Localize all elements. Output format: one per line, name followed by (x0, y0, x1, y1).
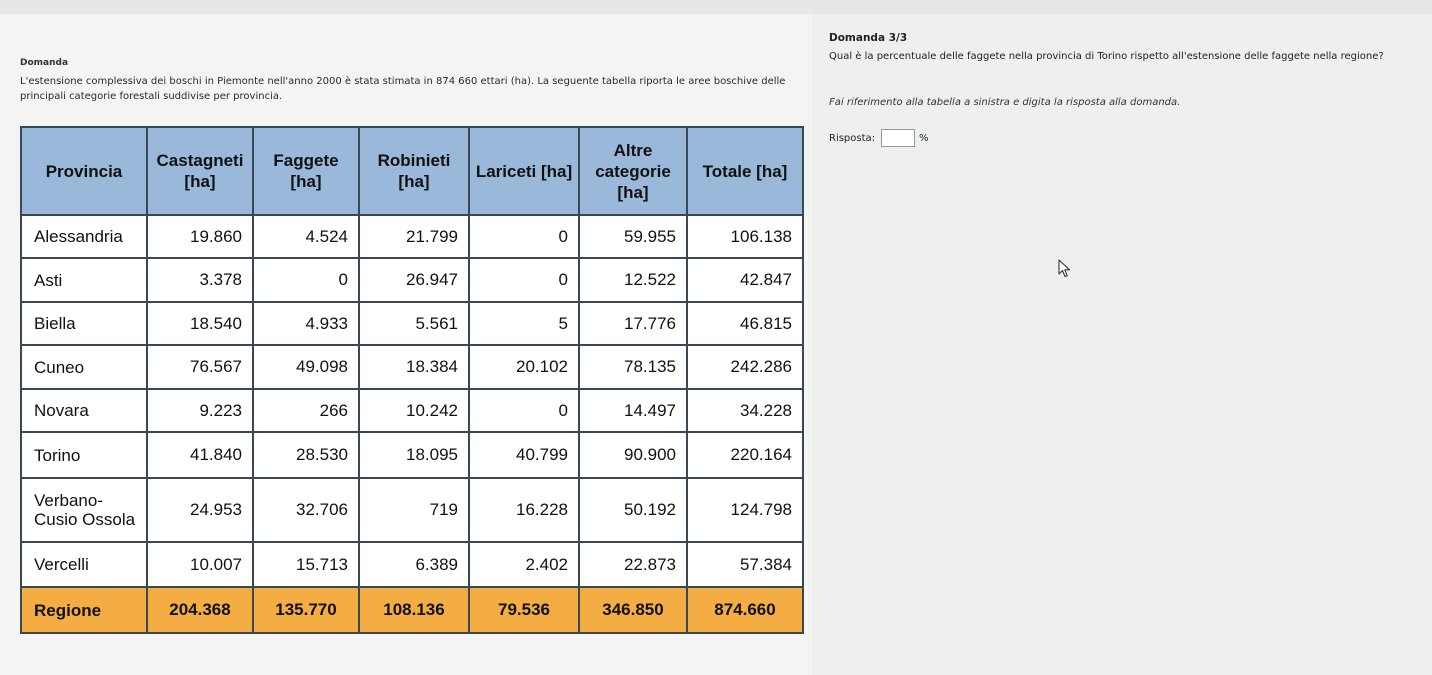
cell-totale: 106.138 (686, 213, 804, 260)
cell-lariceti: 20.102 (468, 344, 580, 390)
cell-lariceti: 5 (468, 300, 580, 347)
col-header-lariceti: Lariceti [ha] (468, 126, 580, 216)
cell-robinieti: 26.947 (358, 257, 470, 303)
cell-robinieti: 18.095 (358, 431, 470, 479)
right-pane (812, 14, 1432, 675)
cell-provincia: Novara (20, 387, 148, 434)
cell-totale: 34.228 (686, 387, 804, 434)
cell-faggete: 4.524 (252, 213, 360, 260)
percent-unit: % (919, 132, 929, 144)
cell-castagneti: 204.368 (146, 586, 254, 634)
cell-castagneti: 9.223 (146, 387, 254, 434)
table-header-row: Provincia Castagneti [ha] Faggete [ha] R… (20, 126, 804, 216)
table-row: Verbano- Cusio Ossola 24.953 32.706 719 … (20, 476, 804, 543)
col-header-provincia: Provincia (20, 126, 148, 216)
domanda-label: Domanda (20, 58, 69, 68)
cell-provincia: Vercelli (20, 540, 148, 589)
cell-altre: 17.776 (578, 300, 688, 347)
cell-lariceti: 0 (468, 213, 580, 260)
cell-faggete: 32.706 (252, 476, 360, 543)
cell-provincia: Asti (20, 257, 148, 303)
cell-faggete: 135.770 (252, 586, 360, 634)
answer-label: Risposta: (829, 132, 876, 144)
cell-altre: 59.955 (578, 213, 688, 260)
cell-lariceti: 40.799 (468, 431, 580, 479)
col-header-totale: Totale [ha] (686, 126, 804, 216)
cell-lariceti: 16.228 (468, 476, 580, 543)
cell-robinieti: 108.136 (358, 586, 470, 634)
cell-totale: 124.798 (686, 476, 804, 543)
intro-text: L'estensione complessiva dei boschi in P… (20, 76, 786, 102)
cell-robinieti: 719 (358, 476, 470, 543)
col-header-robinieti: Robinieti [ha] (358, 126, 470, 216)
top-bar (0, 0, 1432, 15)
cell-castagneti: 41.840 (146, 431, 254, 479)
cell-altre: 50.192 (578, 476, 688, 543)
table-row: Biella 18.540 4.933 5.561 5 17.776 46.81… (20, 300, 804, 347)
cell-robinieti: 21.799 (358, 213, 470, 260)
table-row: Novara 9.223 266 10.242 0 14.497 34.228 (20, 387, 804, 434)
cell-altre: 12.522 (578, 257, 688, 303)
cell-provincia: Regione (20, 586, 148, 634)
cell-castagneti: 76.567 (146, 344, 254, 390)
cell-robinieti: 5.561 (358, 300, 470, 347)
cell-provincia: Verbano- Cusio Ossola (20, 476, 148, 543)
cell-lariceti: 79.536 (468, 586, 580, 634)
cell-faggete: 15.713 (252, 540, 360, 589)
cell-faggete: 49.098 (252, 344, 360, 390)
cell-lariceti: 2.402 (468, 540, 580, 589)
cell-castagneti: 24.953 (146, 476, 254, 543)
cell-totale: 242.286 (686, 344, 804, 390)
cell-altre: 90.900 (578, 431, 688, 479)
cell-totale: 42.847 (686, 257, 804, 303)
cell-altre: 78.135 (578, 344, 688, 390)
mouse-pointer-icon (1058, 259, 1071, 278)
cell-robinieti: 10.242 (358, 387, 470, 434)
cell-castagneti: 3.378 (146, 257, 254, 303)
cell-robinieti: 18.384 (358, 344, 470, 390)
cell-castagneti: 10.007 (146, 540, 254, 589)
cell-castagneti: 18.540 (146, 300, 254, 347)
table-total-row: Regione 204.368 135.770 108.136 79.536 3… (20, 586, 804, 634)
cell-totale: 57.384 (686, 540, 804, 589)
answer-row: Risposta: % (829, 127, 929, 149)
question-text: Qual è la percentuale delle faggete nell… (829, 51, 1384, 62)
question-counter: Domanda 3/3 (829, 32, 908, 44)
instruction-text: Fai riferimento alla tabella a sinistra … (829, 97, 1181, 108)
cell-altre: 14.497 (578, 387, 688, 434)
forest-table: Provincia Castagneti [ha] Faggete [ha] R… (20, 126, 804, 634)
cell-faggete: 266 (252, 387, 360, 434)
cell-faggete: 0 (252, 257, 360, 303)
col-header-altre-categorie: Altre categorie [ha] (578, 126, 688, 216)
cell-faggete: 28.530 (252, 431, 360, 479)
cell-provincia: Biella (20, 300, 148, 347)
cell-altre: 346.850 (578, 586, 688, 634)
cell-lariceti: 0 (468, 257, 580, 303)
cell-faggete: 4.933 (252, 300, 360, 347)
table-row: Torino 41.840 28.530 18.095 40.799 90.90… (20, 431, 804, 479)
cell-provincia: Torino (20, 431, 148, 479)
cell-totale: 220.164 (686, 431, 804, 479)
col-header-faggete: Faggete [ha] (252, 126, 360, 216)
cell-lariceti: 0 (468, 387, 580, 434)
cell-provincia: Cuneo (20, 344, 148, 390)
answer-input[interactable] (881, 129, 916, 147)
cell-castagneti: 19.860 (146, 213, 254, 260)
cell-totale: 46.815 (686, 300, 804, 347)
col-header-castagneti: Castagneti [ha] (146, 126, 254, 216)
cell-altre: 22.873 (578, 540, 688, 589)
table-row: Cuneo 76.567 49.098 18.384 20.102 78.135… (20, 344, 804, 390)
table-row: Asti 3.378 0 26.947 0 12.522 42.847 (20, 257, 804, 303)
cell-robinieti: 6.389 (358, 540, 470, 589)
table-row: Alessandria 19.860 4.524 21.799 0 59.955… (20, 213, 804, 260)
table-row: Vercelli 10.007 15.713 6.389 2.402 22.87… (20, 540, 804, 589)
cell-provincia: Alessandria (20, 213, 148, 260)
cell-totale: 874.660 (686, 586, 804, 634)
